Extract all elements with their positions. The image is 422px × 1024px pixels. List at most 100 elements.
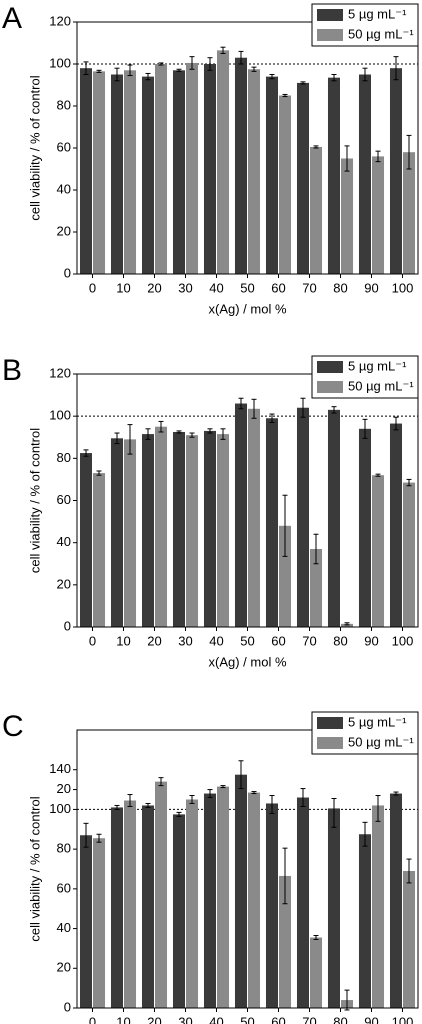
bar (141, 76, 154, 274)
y-tick-label: 20 (57, 576, 71, 591)
y-axis-title: cell viability / % of control (27, 75, 42, 220)
y-tick-label: 20 (57, 960, 71, 975)
bar (248, 69, 261, 274)
bar (341, 623, 354, 627)
legend-swatch (317, 717, 343, 729)
bar (93, 71, 106, 274)
x-tick-label: 100 (392, 633, 414, 648)
x-tick-label: 70 (302, 280, 316, 295)
x-tick-label: 100 (392, 280, 414, 295)
y-tick-label: 80 (57, 841, 71, 856)
bar (234, 403, 247, 627)
bar (310, 146, 323, 274)
y-axis-title: cell viability / % of control (27, 796, 42, 941)
plot-frame (76, 373, 419, 628)
bar (217, 50, 230, 274)
bar (296, 797, 309, 1008)
x-tick-label: 50 (240, 633, 254, 648)
bar (234, 774, 247, 1008)
x-tick-label: 90 (364, 633, 378, 648)
bar (172, 431, 185, 627)
x-tick-label: 0 (89, 1014, 96, 1024)
y-tick-label: 0 (64, 999, 71, 1014)
x-tick-label: 40 (209, 280, 223, 295)
y-tick-label: 60 (57, 880, 71, 895)
plot-frame (76, 21, 419, 275)
bar (110, 438, 123, 627)
bar (155, 781, 168, 1008)
legend-label: 5 µg mL⁻¹ (348, 714, 407, 729)
bar (155, 426, 168, 627)
x-tick-label: 20 (147, 1014, 161, 1024)
bar (110, 807, 123, 1008)
bar (372, 805, 385, 1008)
bar (279, 95, 292, 274)
y-tick-label: 40 (57, 181, 71, 196)
bar (93, 473, 106, 627)
bar (327, 77, 340, 275)
bar (403, 870, 416, 1008)
bar (327, 808, 340, 1008)
bar (110, 74, 123, 274)
bar (358, 428, 371, 627)
panel-letter: A (2, 2, 22, 35)
x-axis-title: x(Ag) / mol % (208, 654, 286, 669)
legend-swatch (317, 29, 343, 41)
x-tick-label: 40 (209, 1014, 223, 1024)
y-tick-label: 20 (57, 781, 71, 796)
bar (403, 152, 416, 274)
bar (265, 803, 278, 1008)
bar (124, 70, 137, 274)
bar (296, 407, 309, 627)
legend-label: 50 µg mL⁻¹ (348, 26, 414, 41)
bar (358, 834, 371, 1008)
x-tick-label: 80 (333, 633, 347, 648)
y-tick-label: 40 (57, 534, 71, 549)
bar (124, 439, 137, 627)
x-tick-label: 10 (116, 633, 130, 648)
x-tick-label: 0 (89, 280, 96, 295)
panel-letter: C (2, 710, 24, 743)
x-tick-label: 40 (209, 633, 223, 648)
x-tick-label: 70 (302, 1014, 316, 1024)
y-tick-label: 100 (49, 55, 71, 70)
bar (248, 792, 261, 1008)
y-tick-label: 80 (57, 450, 71, 465)
bar (265, 418, 278, 627)
bar (93, 838, 106, 1008)
bar (203, 430, 216, 627)
bar (155, 64, 168, 274)
x-tick-label: 50 (240, 1014, 254, 1024)
x-axis-title: x(Ag) / mol % (208, 301, 286, 316)
bar (186, 435, 199, 627)
bar (217, 786, 230, 1008)
x-tick-label: 60 (271, 1014, 285, 1024)
bar (141, 805, 154, 1008)
bar (372, 156, 385, 274)
y-tick-label: 80 (57, 97, 71, 112)
y-tick-label: 120 (49, 13, 71, 28)
legend-swatch (317, 9, 343, 21)
bar (234, 57, 247, 275)
bar (403, 482, 416, 627)
y-axis-title: cell viability / % of control (27, 428, 42, 573)
x-tick-label: 90 (364, 280, 378, 295)
x-tick-label: 10 (116, 1014, 130, 1024)
bar (124, 800, 137, 1008)
legend-swatch (317, 361, 343, 373)
y-tick-label: 60 (57, 492, 71, 507)
bar (141, 434, 154, 627)
x-tick-label: 20 (147, 633, 161, 648)
y-tick-label: 20 (57, 223, 71, 238)
bar (279, 525, 292, 627)
x-tick-label: 60 (271, 633, 285, 648)
bar (203, 64, 216, 274)
bar (248, 408, 261, 627)
bar (327, 409, 340, 627)
x-tick-label: 50 (240, 280, 254, 295)
bar (79, 835, 92, 1008)
bar (310, 548, 323, 627)
bar (296, 82, 309, 275)
y-tick-label: 0 (64, 618, 71, 633)
